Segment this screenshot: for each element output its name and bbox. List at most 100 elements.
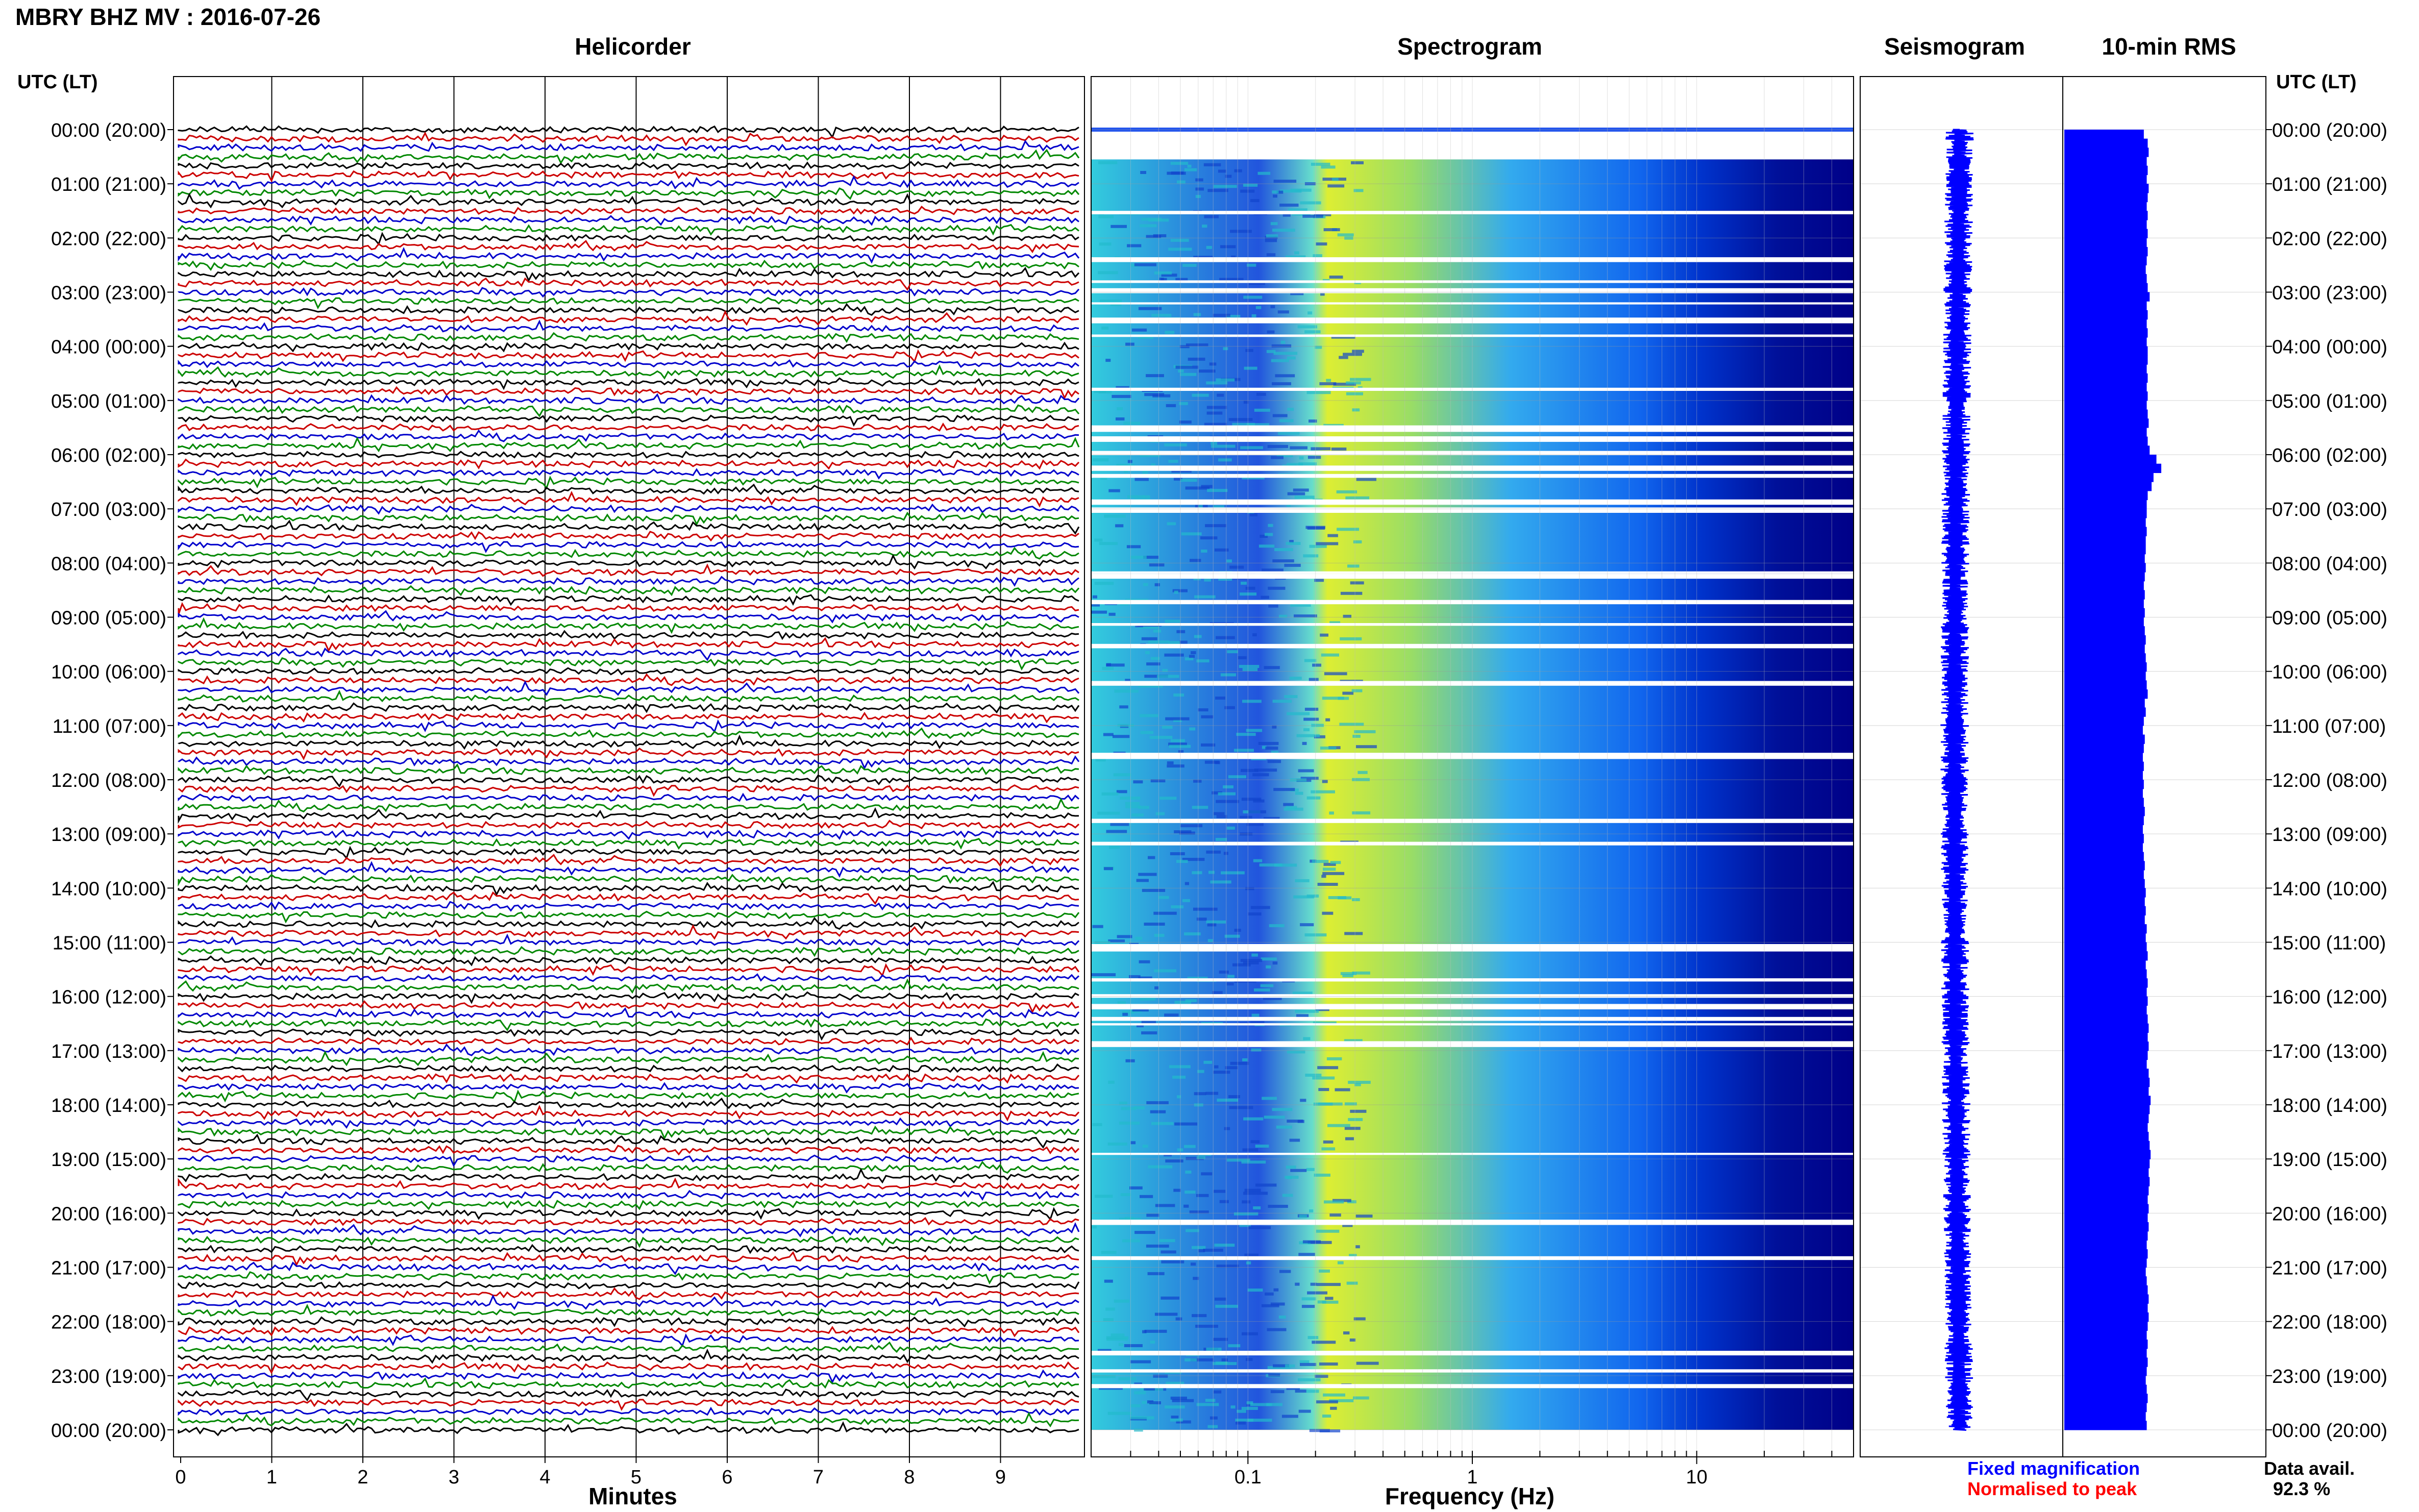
spectrogram-speckle	[1140, 731, 1154, 734]
spectrogram-speckle	[1161, 1260, 1184, 1263]
helicorder-trace	[178, 991, 1079, 1004]
rms-bar	[2064, 780, 2144, 789]
spectrogram-speckle	[1286, 806, 1297, 809]
spectrogram-speckle	[1331, 448, 1347, 451]
spectrogram-speckle	[1287, 463, 1303, 466]
spectrogram-speckle	[1302, 1240, 1321, 1244]
spectrogram-speckle	[1108, 489, 1120, 492]
spectrogram-speckle	[1266, 234, 1278, 238]
helicorder-trace	[178, 1369, 1080, 1384]
spectrogram-speckle	[1248, 810, 1266, 813]
spectrogram-speckle	[1174, 590, 1178, 594]
spectrogram-speckle	[1312, 1341, 1336, 1344]
helicorder-trace	[178, 1261, 1079, 1275]
spectrogram-speckle	[1105, 359, 1111, 362]
rms-title: 10-min RMS	[2102, 33, 2236, 60]
time-label-left: 08:00 (04:00)	[51, 553, 166, 575]
spectrogram-speckle	[1166, 404, 1176, 407]
spectrogram-speckle	[1327, 184, 1345, 188]
spectrogram-speckle	[1194, 1092, 1206, 1096]
spectrogram-speckle	[1323, 1140, 1334, 1144]
spectrogram-data-gap	[1091, 509, 1854, 513]
spectrogram-speckle	[1296, 1014, 1309, 1018]
spectrogram-speckle	[1351, 689, 1363, 692]
spectrogram-speckle	[1311, 162, 1330, 166]
spectrogram-speckle	[1236, 733, 1256, 736]
rms-bar	[2064, 879, 2145, 888]
rms-bar	[2064, 382, 2147, 392]
rms-bar	[2064, 265, 2146, 275]
spectrogram-speckle	[1207, 923, 1217, 927]
spectrogram-speckle	[1165, 1159, 1183, 1163]
spectrogram-speckle	[1323, 862, 1336, 866]
rms-bar	[2064, 355, 2148, 365]
rms-bar	[2064, 987, 2147, 997]
spectrogram-speckle	[1182, 899, 1190, 902]
spectrogram-speckle	[1329, 276, 1343, 279]
spectrogram-speckle	[1272, 700, 1292, 703]
spectrogram-speckle	[1211, 441, 1218, 445]
spectrogram-speckle	[1272, 1108, 1293, 1111]
spectrogram-speckle	[1151, 314, 1172, 317]
spectrogram-speckle	[1313, 254, 1322, 258]
spectrogram-speckle	[1095, 1195, 1113, 1198]
spectrogram-speckle	[1172, 589, 1188, 592]
spectrogram-speckle	[1170, 162, 1189, 165]
spectrogram-data-gap	[1091, 211, 1854, 214]
rms-bar	[2064, 942, 2147, 952]
spectrogram-speckle	[1117, 1001, 1126, 1005]
helicorder-trace	[178, 490, 1079, 508]
spectrogram-speckle	[1344, 1102, 1357, 1106]
spectrogram-speckle	[1265, 236, 1278, 239]
spectrogram-speckle	[1213, 1071, 1230, 1074]
rms-bar	[2064, 698, 2145, 708]
spectrogram-speckle	[1175, 1317, 1182, 1321]
spectrogram-speckle	[1144, 675, 1168, 678]
helicorder-trace	[178, 131, 1079, 146]
spectrogram-speckle	[1139, 626, 1159, 629]
spectrogram-speckle	[1329, 1213, 1341, 1217]
spectrogram-speckle	[1352, 971, 1370, 975]
spectrogram-speckle	[1272, 559, 1294, 563]
spectrogram-speckle	[1173, 718, 1182, 722]
spectrogram-speckle	[1131, 813, 1144, 817]
spectrogram-speckle	[1184, 932, 1201, 936]
helicorder-trace	[178, 206, 1079, 215]
helicorder-trace	[178, 1097, 1079, 1109]
spectrogram-speckle	[1098, 1349, 1112, 1352]
spectrogram-speckle	[1138, 806, 1149, 809]
time-label-right: 14:00 (10:00)	[2272, 878, 2387, 900]
spectrogram-speckle	[1193, 907, 1218, 911]
rms-bar	[2064, 1240, 2147, 1250]
spectrogram-speckle	[1257, 171, 1271, 175]
rms-bar	[2064, 445, 2150, 455]
spectrogram-speckle	[1215, 761, 1220, 764]
helicorder-trace	[178, 576, 1079, 587]
spectrogram-speckle	[1154, 934, 1165, 937]
spectrogram-speckle	[1131, 264, 1138, 267]
spectrogram-speckle	[1295, 1390, 1306, 1393]
spectrogram-speckle	[1253, 799, 1265, 803]
spectrogram-speckle	[1141, 637, 1157, 640]
spectrogram-speckle	[1300, 1362, 1317, 1366]
helicorder-trace	[178, 414, 1079, 427]
spectrogram-speckle	[1261, 957, 1277, 961]
helicorder-trace	[178, 617, 1079, 634]
spectrogram-speckle	[1246, 423, 1270, 427]
spectrogram-speckle	[1320, 292, 1325, 296]
spectrogram-speckle	[1205, 1399, 1216, 1402]
spectrogram-speckle	[1150, 779, 1166, 783]
spectrogram-speckle	[1254, 769, 1277, 772]
spectrogram-speckle	[1228, 418, 1253, 422]
rms-bar	[2064, 662, 2147, 672]
spectrogram-speckle	[1161, 1296, 1179, 1300]
spectrogram-speckle	[1271, 456, 1283, 459]
rms-bar	[2064, 1375, 2146, 1385]
spectrogram-speckle	[1290, 292, 1304, 295]
rms-bar	[2064, 924, 2147, 934]
rms-bar	[2064, 274, 2147, 284]
spectrogram-speckle	[1254, 988, 1270, 992]
spectrogram-speckle	[1276, 1125, 1292, 1129]
spectrogram-speckle	[1094, 538, 1103, 542]
spectrogram-speckle	[1287, 492, 1305, 495]
